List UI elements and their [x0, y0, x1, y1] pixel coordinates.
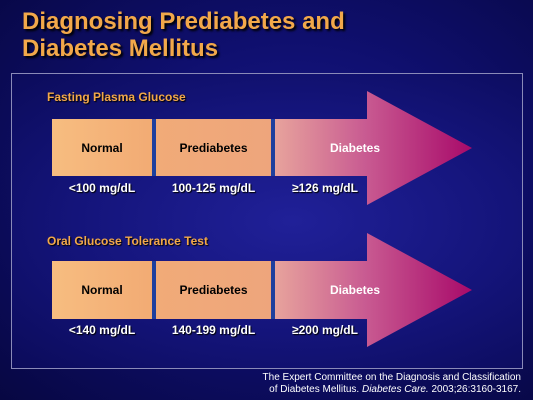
fpg-diabetes-label: Diabetes [329, 141, 381, 155]
fpg-divider-2 [271, 119, 275, 176]
citation-volume: 2003;26:3160-3167. [428, 384, 521, 395]
ogtt-diabetes-label: Diabetes [329, 283, 381, 297]
ogtt-prediabetes-range: 140-199 mg/dL [171, 323, 256, 337]
fpg-diabetes-segment [275, 91, 472, 205]
fpg-arrow [52, 91, 472, 205]
citation: The Expert Committee on the Diagnosis an… [263, 372, 521, 396]
slide-title: Diagnosing Prediabetes and Diabetes Mell… [22, 8, 345, 62]
ogtt-divider-1 [152, 261, 156, 319]
ogtt-label: Oral Glucose Tolerance Test [47, 234, 208, 248]
ogtt-prediabetes-label: Prediabetes [179, 283, 248, 297]
ogtt-normal-label: Normal [81, 283, 123, 297]
citation-journal: Diabetes Care. [361, 384, 429, 395]
fpg-normal-segment [52, 119, 152, 176]
ogtt-arrow [52, 233, 472, 347]
ogtt-normal-segment [52, 261, 152, 319]
ogtt-normal-range: <140 mg/dL [68, 323, 136, 337]
ogtt-prediabetes-segment [156, 261, 271, 319]
citation-authors: of Diabetes Mellitus. [269, 384, 362, 395]
fpg-label: Fasting Plasma Glucose [47, 90, 186, 104]
citation-line-1: The Expert Committee on the Diagnosis an… [262, 372, 521, 383]
fpg-diabetes-range: ≥126 mg/dL [292, 181, 358, 195]
fpg-normal-range: <100 mg/dL [68, 181, 136, 195]
citation-line-2: of Diabetes Mellitus. Diabetes Care. 200… [263, 384, 521, 396]
ogtt-divider-2 [271, 261, 275, 319]
fpg-normal-label: Normal [81, 141, 123, 155]
ogtt-diabetes-segment [275, 233, 472, 347]
fpg-prediabetes-range: 100-125 mg/dL [171, 181, 256, 195]
ogtt-diabetes-range: ≥200 mg/dL [292, 323, 358, 337]
fpg-prediabetes-segment [156, 119, 271, 176]
fpg-divider-1 [152, 119, 156, 176]
slide-title-line-1: Diagnosing Prediabetes and [22, 8, 345, 35]
fpg-prediabetes-label: Prediabetes [179, 141, 248, 155]
slide-title-line-2: Diabetes Mellitus [22, 35, 219, 62]
